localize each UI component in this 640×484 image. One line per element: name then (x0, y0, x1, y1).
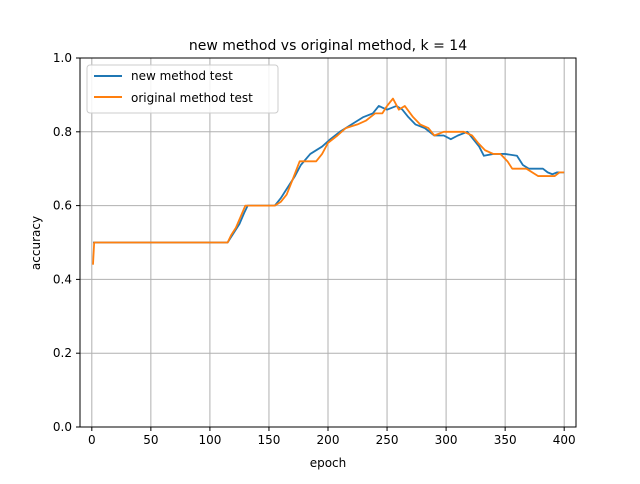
y-tick-label: 0.6 (53, 199, 72, 213)
x-axis-ticks: 0 50 100 150 200 250 300 350 400 (88, 427, 576, 447)
x-tick-label: 50 (143, 433, 158, 447)
y-tick-label: 1.0 (53, 51, 72, 65)
x-tick-label: 100 (198, 433, 221, 447)
y-axis-label: accuracy (29, 216, 43, 270)
legend-label-original-method: original method test (131, 91, 253, 105)
x-axis-label: epoch (310, 456, 347, 470)
y-tick-label: 0.2 (53, 346, 72, 360)
y-tick-label: 0.4 (53, 272, 72, 286)
y-tick-label: 0.0 (53, 420, 72, 434)
x-tick-label: 350 (494, 433, 517, 447)
x-tick-label: 0 (88, 433, 96, 447)
y-tick-label: 0.8 (53, 125, 72, 139)
x-tick-label: 300 (435, 433, 458, 447)
legend: new method test original method test (86, 64, 279, 114)
x-tick-label: 150 (257, 433, 280, 447)
chart-title: new method vs original method, k = 14 (189, 38, 467, 54)
y-axis-ticks: 0.0 0.2 0.4 0.6 0.8 1.0 (53, 51, 80, 434)
series-line-original-method (92, 97, 565, 265)
x-tick-label: 200 (317, 433, 340, 447)
legend-label-new-method: new method test (131, 69, 233, 83)
x-tick-label: 250 (376, 433, 399, 447)
x-tick-label: 400 (553, 433, 576, 447)
series-lines (92, 97, 565, 265)
legend-box (86, 64, 279, 114)
